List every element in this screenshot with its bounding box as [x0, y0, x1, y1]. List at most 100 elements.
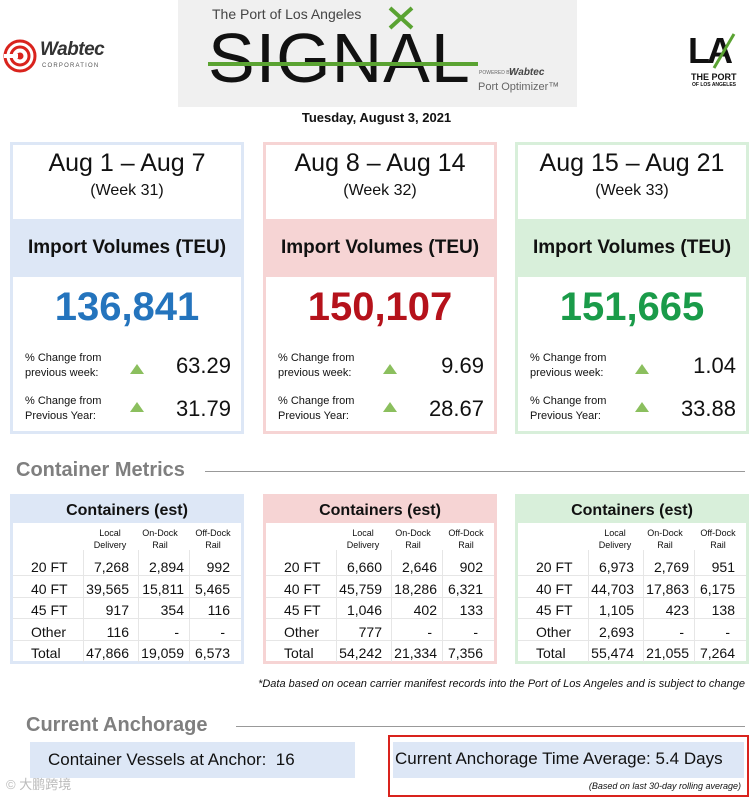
week-range: Aug 1 – Aug 7: [48, 149, 206, 177]
cell-ondock-other: -: [427, 624, 432, 640]
vessels-at-anchor-text: Container Vessels at Anchor: 16: [48, 750, 295, 769]
change-value-year: 31.79: [175, 396, 231, 421]
week-number: (Week 33): [595, 182, 669, 199]
cell-ondock-other: -: [174, 624, 179, 640]
column-divider: [694, 550, 695, 662]
row-divider: [518, 618, 746, 619]
row-label-other: Other: [536, 624, 572, 640]
cell-offdock-other: -: [220, 624, 225, 640]
cell-ondock-20ft: 2,769: [653, 559, 689, 575]
change-value-year: 33.88: [680, 396, 736, 421]
wabtec-mark-icon: [3, 39, 37, 73]
cell-offdock-20ft: 992: [206, 559, 230, 575]
anchorage-time-box: Current Anchorage Time Average: 5.4 Days…: [388, 735, 749, 797]
row-divider: [518, 597, 746, 598]
week-number: (Week 32): [343, 182, 417, 199]
cell-local-other: 2,693: [598, 624, 634, 640]
row-divider: [266, 597, 494, 598]
col-local-delivery: Local Delivery: [598, 528, 632, 550]
cell-offdock-40ft: 6,321: [447, 581, 483, 597]
row-label-total: Total: [284, 645, 314, 661]
cell-local-20ft: 7,268: [93, 559, 129, 575]
row-divider: [266, 618, 494, 619]
banner-kicker: The Port of Los Angeles: [212, 6, 362, 22]
column-divider: [189, 550, 190, 662]
cell-offdock-20ft: 951: [711, 559, 735, 575]
change-label-year: % Change from Previous Year:: [530, 395, 607, 422]
row-divider: [13, 597, 241, 598]
containers-table-week-31: Containers (est) Local Delivery On-Dock Ra…: [10, 494, 244, 664]
cell-ondock-40ft: 15,811: [142, 581, 184, 597]
cell-ondock-45ft: 423: [665, 602, 689, 618]
row-divider: [266, 640, 494, 641]
wabtec-wordmark: Wabtec: [40, 39, 105, 60]
anchorage-time-note: (Based on last 30-day rolling average): [588, 781, 741, 791]
column-divider: [83, 550, 84, 662]
cell-offdock-20ft: 902: [459, 559, 483, 575]
week-card-31: Aug 1 – Aug 7 (Week 31) Import Volumes (…: [10, 142, 244, 434]
row-label-total: Total: [31, 645, 61, 661]
cell-ondock-other: -: [679, 624, 684, 640]
cell-offdock-45ft: 138: [711, 602, 735, 618]
row-label-20ft: 20 FT: [536, 559, 573, 575]
import-volume-total: 151,665: [559, 285, 705, 329]
week-range: Aug 8 – Aug 14: [294, 149, 466, 177]
change-label-week: % Change from previous week:: [25, 352, 102, 379]
col-off-dock-rail: Off-Dock Rail: [448, 528, 484, 550]
row-label-20ft: 20 FT: [284, 559, 321, 575]
cell-local-total: 54,242: [339, 645, 382, 661]
section-divider: [236, 726, 745, 727]
row-label-45ft: 45 FT: [31, 602, 68, 618]
product-name: Port Optimizer™: [478, 81, 560, 93]
cell-offdock-total: 7,264: [699, 645, 735, 661]
triangle-up-icon: [383, 364, 397, 374]
row-label-40ft: 40 FT: [31, 581, 68, 597]
signal-banner: The Port of Los Angeles SIGNAL POWERED B…: [178, 0, 577, 107]
change-value-week: 63.29: [175, 353, 231, 378]
cell-local-45ft: 917: [105, 602, 129, 618]
import-volume-total: 136,841: [54, 285, 200, 329]
wabtec-corporation: CORPORATION: [42, 63, 100, 69]
week-card-33: Aug 15 – Aug 21 (Week 33) Import Volumes…: [515, 142, 749, 434]
cell-local-45ft: 1,046: [346, 602, 382, 618]
week-card-32: Aug 8 – Aug 14 (Week 32) Import Volumes …: [263, 142, 497, 434]
cell-local-45ft: 1,105: [598, 602, 634, 618]
wabtec-logo: Wabtec CORPORATION: [2, 36, 112, 76]
week-number: (Week 31): [90, 182, 164, 199]
row-divider: [13, 640, 241, 641]
vessels-at-anchor-box: Container Vessels at Anchor: 16: [30, 742, 355, 778]
containers-table-week-33: Containers (est) Local Delivery On-Dock Ra…: [515, 494, 749, 664]
change-value-week: 9.69: [441, 353, 484, 378]
row-divider: [518, 575, 746, 576]
triangle-up-icon: [130, 364, 144, 374]
import-volume-total: 150,107: [307, 285, 453, 329]
cell-offdock-other: -: [725, 624, 730, 640]
row-divider: [13, 618, 241, 619]
la-green-slash-icon: [712, 33, 736, 69]
cell-local-20ft: 6,973: [598, 559, 634, 575]
triangle-up-icon: [635, 364, 649, 374]
cell-local-total: 55,474: [591, 645, 634, 661]
import-volumes-heading: Import Volumes (TEU): [13, 219, 241, 277]
cell-ondock-40ft: 18,286: [394, 581, 437, 597]
change-label-year: % Change from Previous Year:: [25, 395, 102, 422]
row-label-40ft: 40 FT: [284, 581, 321, 597]
cell-local-40ft: 44,703: [591, 581, 634, 597]
cell-offdock-45ft: 133: [459, 602, 483, 618]
row-divider: [518, 640, 746, 641]
column-divider: [391, 550, 392, 662]
import-volumes-heading: Import Volumes (TEU): [518, 219, 746, 277]
cell-offdock-total: 6,573: [194, 645, 230, 661]
triangle-up-icon: [383, 402, 397, 412]
cell-ondock-20ft: 2,894: [148, 559, 184, 575]
row-label-40ft: 40 FT: [536, 581, 573, 597]
powered-by-brand: Wabtec: [509, 67, 545, 78]
containers-heading: Containers (est): [13, 497, 241, 523]
containers-heading: Containers (est): [266, 497, 494, 523]
triangle-up-icon: [635, 402, 649, 412]
col-on-dock-rail: On-Dock Rail: [395, 528, 431, 550]
col-off-dock-rail: Off-Dock Rail: [195, 528, 231, 550]
cell-ondock-40ft: 17,863: [646, 581, 689, 597]
row-divider: [266, 575, 494, 576]
report-date: Tuesday, August 3, 2021: [301, 110, 452, 125]
